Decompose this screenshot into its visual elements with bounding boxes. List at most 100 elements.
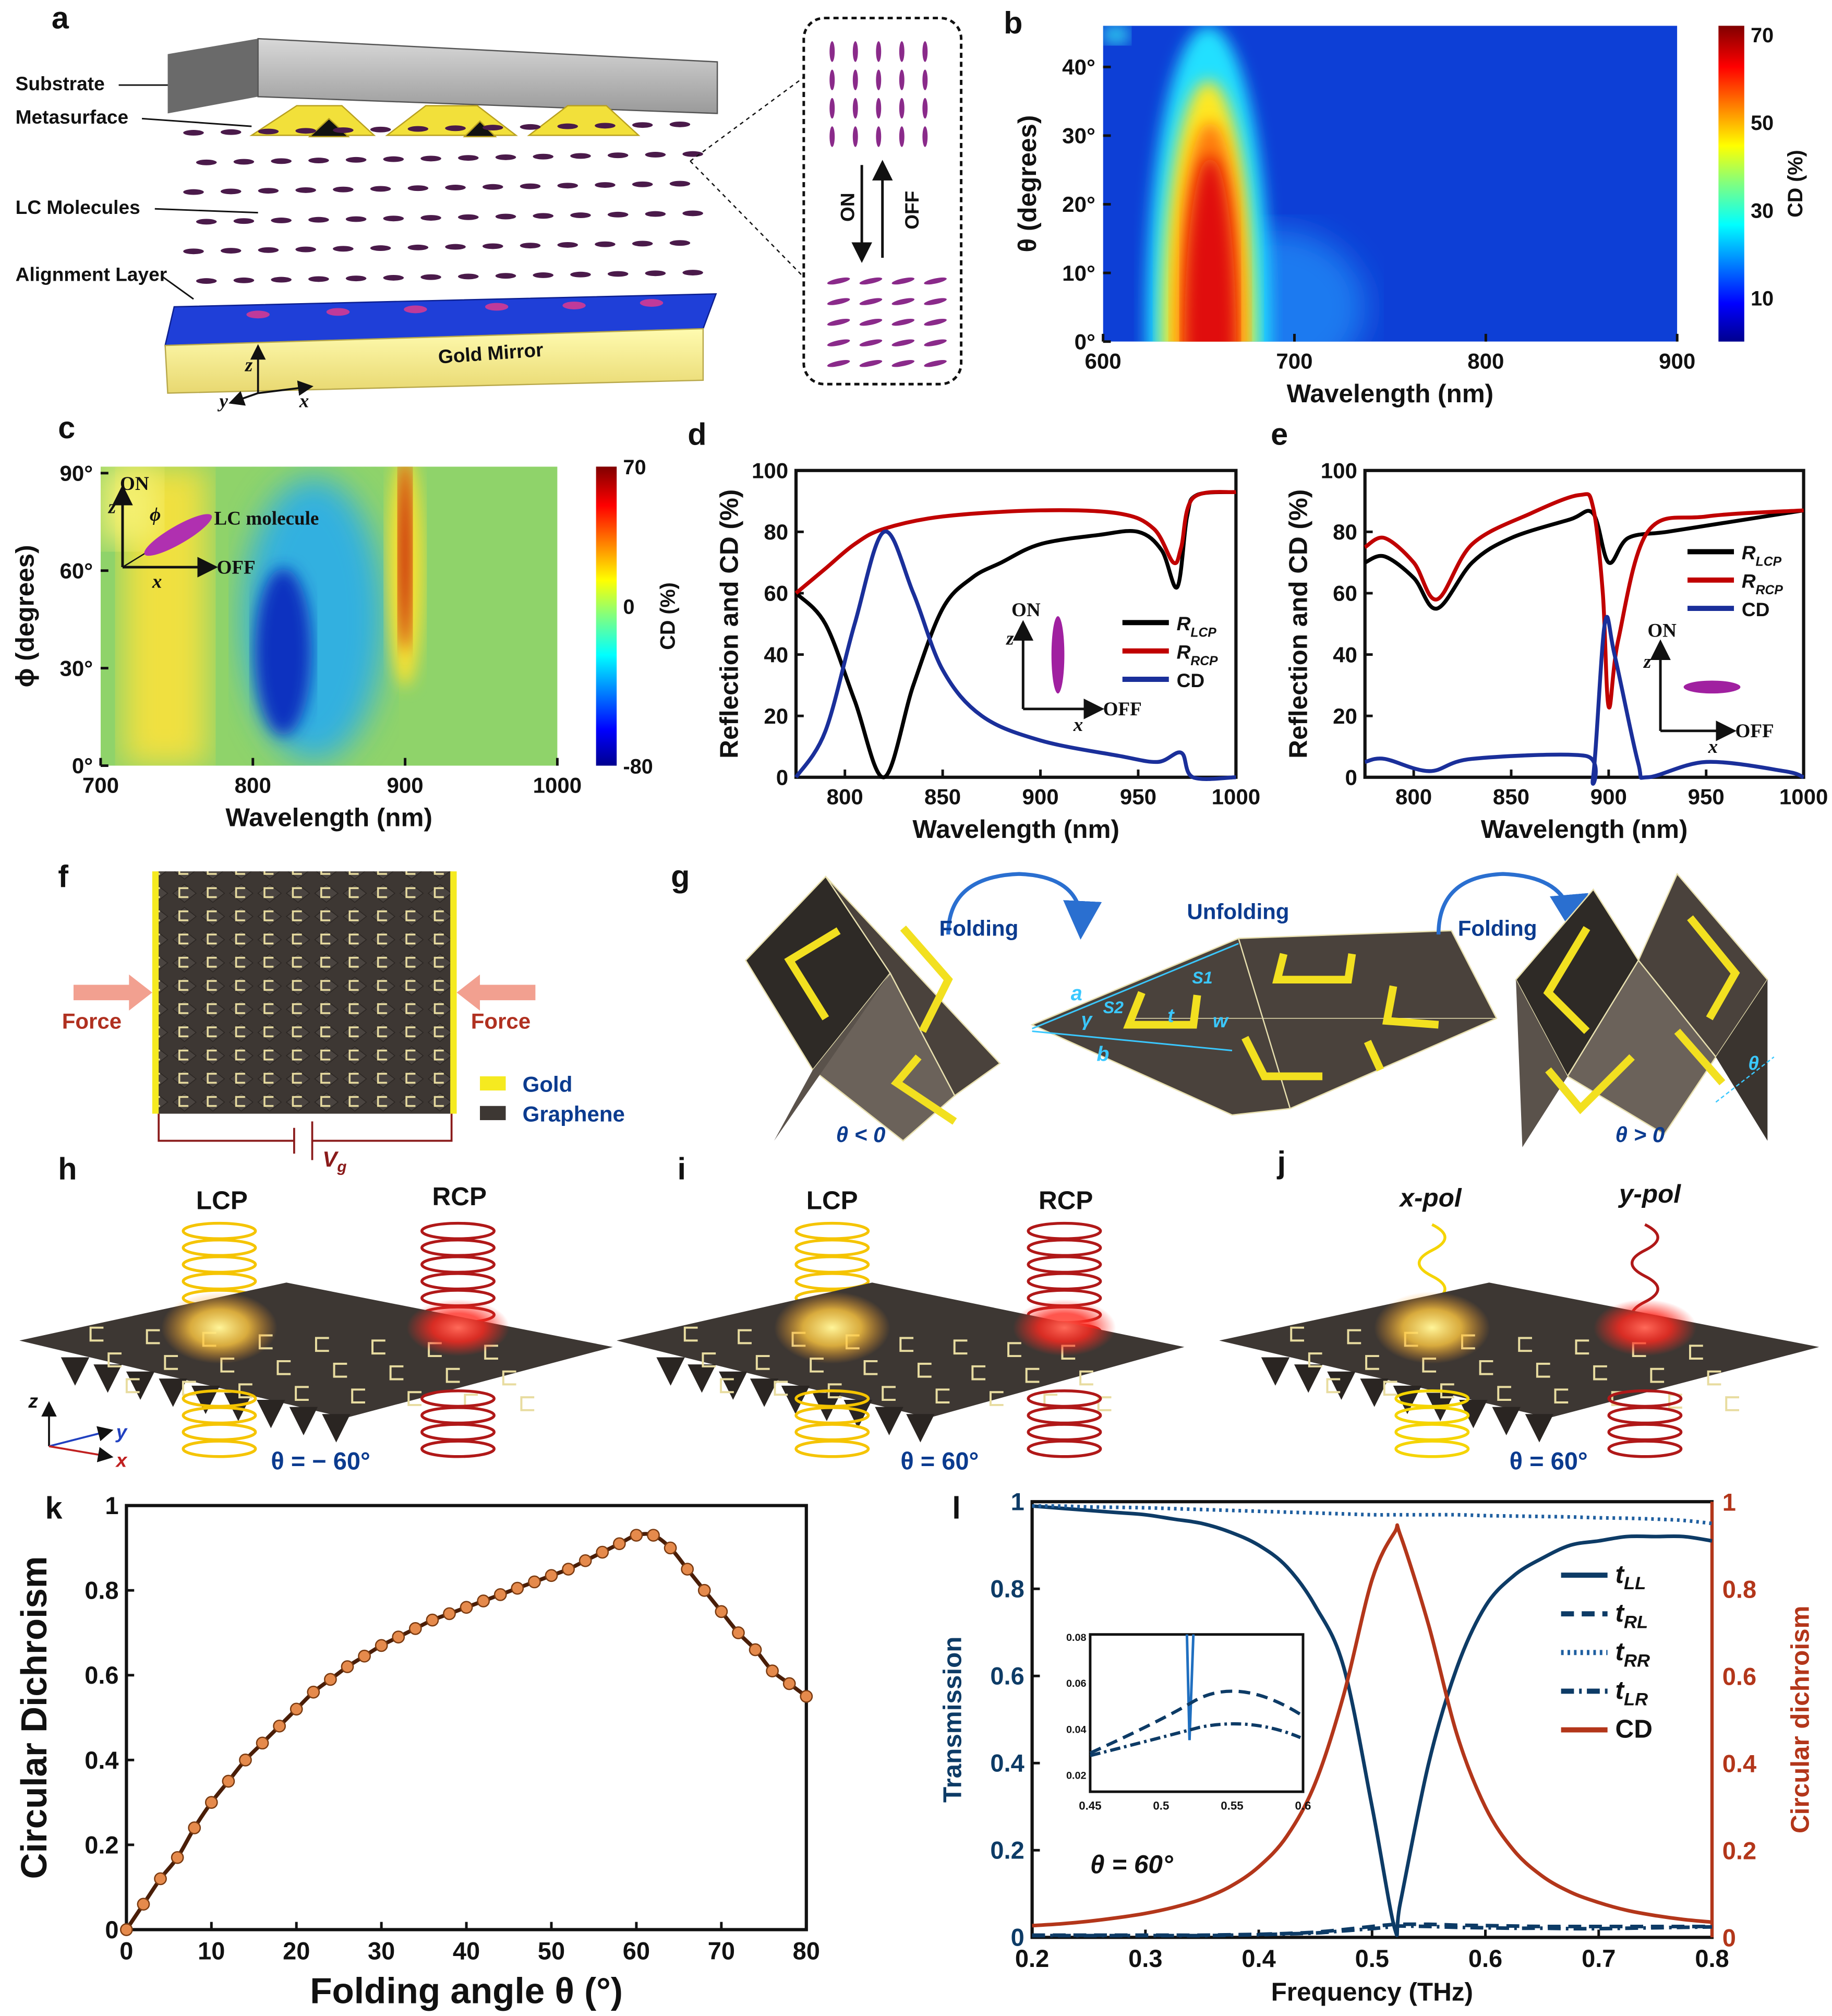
folding-left-arrow-icon	[946, 872, 1102, 940]
x-tick-label: 60	[623, 1937, 650, 1964]
lc-molecule	[383, 274, 404, 281]
split-ring-resonator	[1497, 1386, 1511, 1401]
series-cd-line	[1364, 615, 1804, 786]
metasurface-label: Metasurface	[16, 106, 128, 128]
c-molecule-label: LC molecule	[214, 508, 319, 530]
y-axis-label: ϕ (degrees)	[10, 545, 39, 687]
legend-label: RRCP	[1177, 641, 1218, 668]
alignment-dots	[246, 299, 664, 319]
legend-label: tLL	[1615, 1560, 1646, 1593]
y-tick-label: 80	[1333, 520, 1357, 544]
lc-molecule-off	[891, 360, 915, 367]
data-point	[188, 1821, 201, 1834]
dim-a-label: a	[1071, 982, 1082, 1005]
lc-molecule	[669, 181, 691, 187]
red-hotspot	[406, 1299, 510, 1357]
fold-tooth	[843, 1400, 872, 1429]
lc-molecule	[383, 215, 404, 222]
inset-x-tick-label: 0.6	[1295, 1799, 1311, 1813]
y-tick-label: 10°	[1062, 261, 1095, 285]
lc-molecule	[445, 185, 466, 190]
split-ring-resonator	[371, 1339, 385, 1355]
data-point	[408, 1622, 422, 1635]
y-tick-label: 0°	[72, 753, 93, 778]
legend-label: CD	[1742, 598, 1770, 620]
transmitted-wave-left-icon	[182, 1423, 257, 1442]
fold-tooth	[656, 1357, 685, 1386]
y2-tick-label: 0	[1722, 1924, 1736, 1952]
h-x-label: x	[115, 1449, 128, 1471]
lc-molecule	[333, 246, 354, 252]
lc-molecule	[607, 271, 629, 277]
lc-molecule-on	[922, 41, 928, 62]
x-tick-label: 1000	[533, 773, 582, 797]
lcp-helix-icon	[794, 1221, 870, 1240]
lc-molecule	[271, 277, 292, 283]
y-tick-label: 0.2	[85, 1831, 118, 1858]
x-tick-label: 1000	[1779, 785, 1828, 809]
y-tick-label: 0	[1345, 765, 1357, 789]
lc-molecule-on	[829, 98, 835, 119]
split-ring-resonator	[1575, 1339, 1589, 1355]
lc-molecule	[308, 158, 329, 164]
lc-molecule	[557, 242, 578, 248]
chart-d-reflection-on: 800 850 900 950 1000 0 20 40 60 80 100 Wavelength (…	[715, 458, 1260, 843]
transmitted-wave-right-icon	[1027, 1389, 1102, 1408]
lc-molecule-off	[891, 318, 915, 326]
data-point	[732, 1626, 745, 1639]
dim-t-label: t	[1167, 1004, 1175, 1026]
x-tick-label: 0.2	[1015, 1945, 1049, 1972]
axis-x-label: x	[299, 391, 309, 412]
series-r-rcp-line	[794, 490, 1236, 595]
lc-molecule-on	[876, 98, 882, 119]
transmitted-wave-left-icon	[1394, 1439, 1470, 1458]
y-tick-label: 0.2	[990, 1837, 1024, 1864]
folded-negative: θ < 0	[744, 875, 1001, 1147]
y-axis-label: Circular Dichroism	[14, 1556, 54, 1879]
x-axis-label: Frequency (THz)	[1271, 1977, 1473, 2006]
split-ring-resonator	[1518, 1337, 1532, 1352]
panel-d-inset: ON OFF z x	[1005, 599, 1142, 736]
lc-molecule	[220, 129, 242, 135]
x-tick-label: 50	[538, 1937, 565, 1964]
i-rcp-label: RCP	[1039, 1186, 1093, 1215]
x-tick-label: 800	[235, 773, 271, 797]
d-off-label: OFF	[1103, 699, 1142, 720]
transmitted-wave-right-icon	[420, 1406, 496, 1425]
lc-molecule	[233, 218, 255, 224]
x-tick-label: 0.8	[1695, 1945, 1729, 1972]
lc-molecule	[258, 128, 279, 135]
dim-b-label: b	[1096, 1042, 1109, 1065]
x-tick-label: 70	[708, 1937, 735, 1964]
lc-molecule	[407, 244, 429, 250]
plot-frame	[125, 1504, 808, 1931]
lc-molecule	[595, 241, 616, 247]
fold-tooth	[1492, 1407, 1521, 1435]
h-z-label: z	[28, 1390, 38, 1412]
panel-label-d: d	[688, 416, 706, 451]
y-tick-label: 0	[105, 1916, 118, 1943]
fold-tooth	[688, 1364, 716, 1393]
transmitted-wave-right-icon	[1607, 1406, 1683, 1425]
lc-molecule	[345, 216, 367, 222]
lc-molecule	[220, 248, 242, 254]
split-ring-resonator	[89, 1326, 104, 1342]
x-tick-label: 850	[924, 785, 961, 809]
c-on-label: ON	[120, 473, 149, 495]
panel-j-illumination: x-pol y-pol θ = 60°	[1219, 1180, 1819, 1474]
transmitted-wave-right-icon	[420, 1423, 496, 1442]
fold-tooth	[1327, 1371, 1356, 1400]
split-ring-resonator	[1097, 1396, 1112, 1411]
lc-molecule	[407, 185, 429, 191]
alignment-layer-label: Alignment Layer	[16, 263, 167, 285]
x-tick-label: 80	[793, 1937, 820, 1964]
x-tick-label: 600	[1085, 349, 1122, 374]
rcp-helix-icon	[1027, 1221, 1102, 1240]
lc-molecule-on	[899, 126, 905, 147]
y2-tick-label: 0.6	[1722, 1663, 1756, 1690]
panel-label-l: l	[952, 1490, 960, 1525]
data-point	[528, 1575, 541, 1589]
split-ring-resonator	[1479, 1360, 1493, 1375]
red-hotspot	[1593, 1299, 1697, 1357]
split-ring-resonator	[1007, 1342, 1021, 1358]
